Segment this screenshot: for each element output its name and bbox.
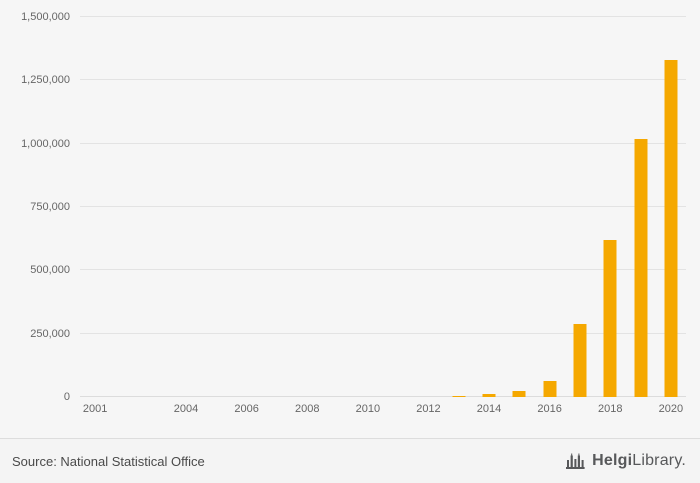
y-tick-label: 1,500,000	[21, 11, 70, 23]
plot-area	[80, 16, 686, 397]
x-tick-label: 2004	[173, 403, 199, 415]
bar-2019	[634, 138, 648, 397]
gridline	[80, 396, 686, 397]
gridline	[80, 332, 686, 334]
gridline	[80, 142, 686, 144]
x-tick-label: 2016	[537, 403, 562, 415]
x-tick-label: 2018	[598, 403, 623, 415]
y-axis: 0 250,000 500,000 750,000 1,000,000 1,250,000…	[0, 11, 70, 403]
source-note: Source: National Statistical Office	[12, 453, 205, 469]
gridline	[80, 16, 686, 17]
y-tick-label: 250,000	[30, 327, 70, 340]
bar-2013	[452, 395, 466, 397]
x-axis: 2001 2004 2006 2008 2010 2012 2014 2016 2018 2020	[80, 403, 686, 417]
bar-2016	[543, 380, 557, 397]
x-tick-label: 2010	[355, 403, 381, 415]
helgi-library-logo: HelgiLibrary.	[566, 452, 686, 470]
bar-2015	[512, 390, 526, 397]
y-tick-label: 0	[63, 391, 70, 403]
footer: Source: National Statistical Office Helg…	[0, 438, 700, 483]
x-tick-label: 2014	[476, 403, 502, 415]
y-tick-label: 500,000	[30, 264, 70, 277]
y-tick-label: 750,000	[30, 201, 70, 213]
x-tick-label: 2006	[234, 403, 259, 415]
bar-2020	[664, 60, 678, 397]
helgi-bridge-icon	[566, 453, 586, 470]
gridline	[80, 206, 686, 207]
gridline	[80, 269, 686, 271]
x-tick-label: 2020	[658, 403, 684, 415]
bar-2018	[603, 239, 617, 397]
x-tick-label: 2012	[416, 403, 441, 415]
bar-2014	[482, 394, 496, 397]
bar-2017	[573, 323, 587, 397]
y-tick-label: 1,250,000	[21, 74, 70, 87]
gridline	[80, 79, 686, 81]
x-tick-label: 2008	[295, 403, 320, 415]
y-tick-label: 1,000,000	[21, 137, 70, 150]
x-tick-label: 2001	[82, 403, 108, 415]
logo-text: HelgiLibrary.	[592, 452, 686, 469]
